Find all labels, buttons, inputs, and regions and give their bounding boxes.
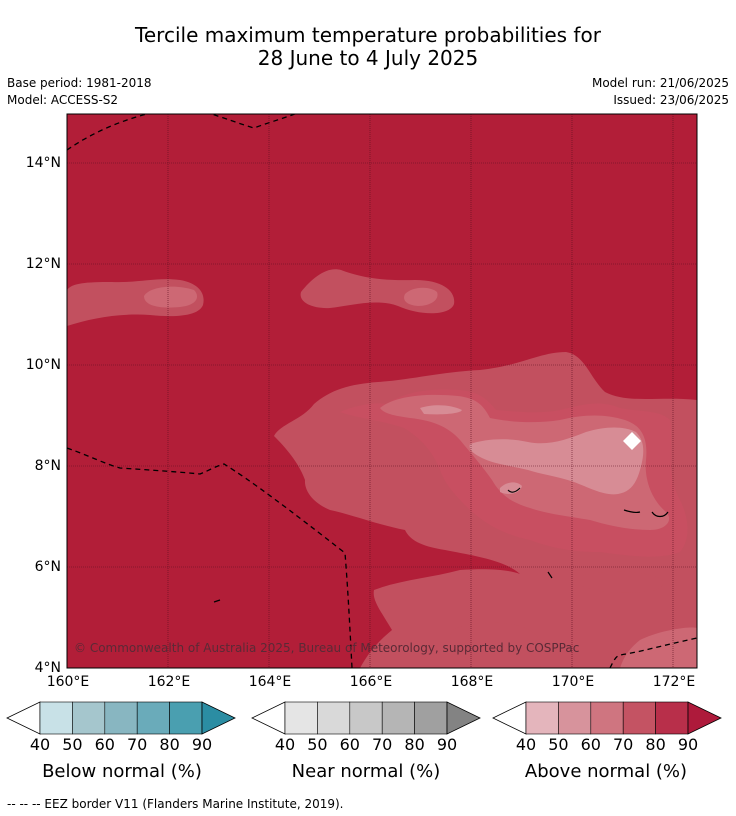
colorbar-below-tick-label: 70 (127, 735, 148, 754)
contour-central-50 (469, 427, 644, 495)
colorbar-near-segment (284, 701, 318, 735)
colorbar-near-segment (317, 701, 351, 735)
copyright-notice: © Commonwealth of Australia 2025, Bureau… (74, 641, 580, 655)
colorbar-below-tick-label: 60 (94, 735, 115, 754)
lat-label-8n: 8°N (34, 458, 61, 474)
contour-south-band (582, 571, 664, 593)
colorbar-below-title: Below normal (%) (42, 761, 202, 782)
colorbar-near-segment (414, 701, 448, 735)
colorbar-near-tick-label: 90 (436, 735, 458, 754)
colorbar-above-tick-label: 50 (548, 735, 569, 754)
map-title-line-1: Tercile maximum temperature probabilitie… (135, 23, 601, 47)
probability-map (67, 114, 697, 668)
colorbar-below-tick-label: 90 (191, 735, 213, 754)
colorbar-above-tick-label: 60 (580, 735, 601, 754)
lon-label-162e: 162°E (147, 674, 191, 690)
colorbar-near-tick-label: 80 (404, 735, 425, 754)
colorbar-near-segment (349, 701, 383, 735)
contour-west-inner (144, 286, 198, 308)
colorbar-above-segment (590, 701, 624, 735)
colorbar-near-tick-label: 60 (339, 735, 360, 754)
contour-mid-inner (420, 405, 462, 415)
colorbar-below-segment (72, 701, 106, 735)
islands (213, 487, 669, 603)
colorbar-near-segment (381, 701, 415, 735)
model-run: Model run: 21/06/2025 (591, 76, 729, 90)
eez-legend: -- -- -- EEZ border V11 (Flanders Marine… (7, 797, 344, 811)
lat-label-4n: 4°N (34, 660, 61, 676)
colorbar-above-tick-label: 80 (645, 735, 666, 754)
colorbar-above-segment (655, 701, 689, 735)
colorbar-above-min-extend (492, 701, 527, 735)
colorbar-near-max-extend (446, 701, 481, 735)
lat-label-10n: 10°N (25, 357, 61, 373)
colorbar-above (492, 701, 722, 735)
colorbar-near-tick-label: 40 (274, 735, 296, 754)
model-name: Model: ACCESS-S2 (7, 93, 119, 107)
colorbar-above-segment (622, 701, 656, 735)
colorbar-below-tick-label: 50 (62, 735, 83, 754)
colorbar-near (251, 701, 481, 735)
lon-label-170e: 170°E (551, 674, 595, 690)
lon-label-168e: 168°E (450, 674, 494, 690)
colorbar-below-segment (169, 701, 203, 735)
lat-label-14n: 14°N (25, 155, 61, 171)
lon-label-172e: 172°E (652, 674, 696, 690)
colorbar-above-segment (558, 701, 592, 735)
lat-label-12n: 12°N (25, 256, 61, 272)
map-title-line-2: 28 June to 4 July 2025 (257, 46, 479, 70)
colorbar-near-tick-label: 50 (307, 735, 328, 754)
colorbar-below-tick-label: 40 (29, 735, 51, 754)
colorbar-below-segment (104, 701, 138, 735)
colorbar-near-tick-label: 70 (372, 735, 393, 754)
colorbar-below-max-extend (201, 701, 236, 735)
colorbar-below-tick-label: 80 (159, 735, 180, 754)
kwajalein-marker (623, 432, 641, 450)
colorbar-above-tick-label: 70 (613, 735, 634, 754)
colorbar-above-tick-label: 40 (515, 735, 537, 754)
colorbar-below-min-extend (6, 701, 41, 735)
colorbar-above-segment (525, 701, 559, 735)
colorbar-below-segment (39, 701, 73, 735)
lon-label-160e: 160°E (46, 674, 90, 690)
colorbar-below-segment (136, 701, 170, 735)
colorbar-below (6, 701, 236, 735)
colorbar-above-title: Above normal (%) (524, 761, 688, 782)
base-period: Base period: 1981-2018 (7, 76, 152, 90)
contour-south-mid (449, 622, 544, 668)
colorbar-above-max-extend (687, 701, 722, 735)
colorbar-near-title: Near normal (%) (291, 761, 441, 782)
eez-border (67, 114, 697, 668)
contour-south-east (620, 627, 697, 668)
contour-north-inner (404, 287, 438, 306)
colorbar-group (6, 701, 722, 735)
issued-date: Issued: 23/06/2025 (613, 93, 729, 107)
lon-label-164e: 164°E (248, 674, 292, 690)
colorbar-near-min-extend (251, 701, 286, 735)
graticule (67, 114, 697, 668)
lat-label-6n: 6°N (34, 559, 61, 575)
colorbar-above-tick-label: 90 (677, 735, 699, 754)
lon-label-166e: 166°E (349, 674, 393, 690)
